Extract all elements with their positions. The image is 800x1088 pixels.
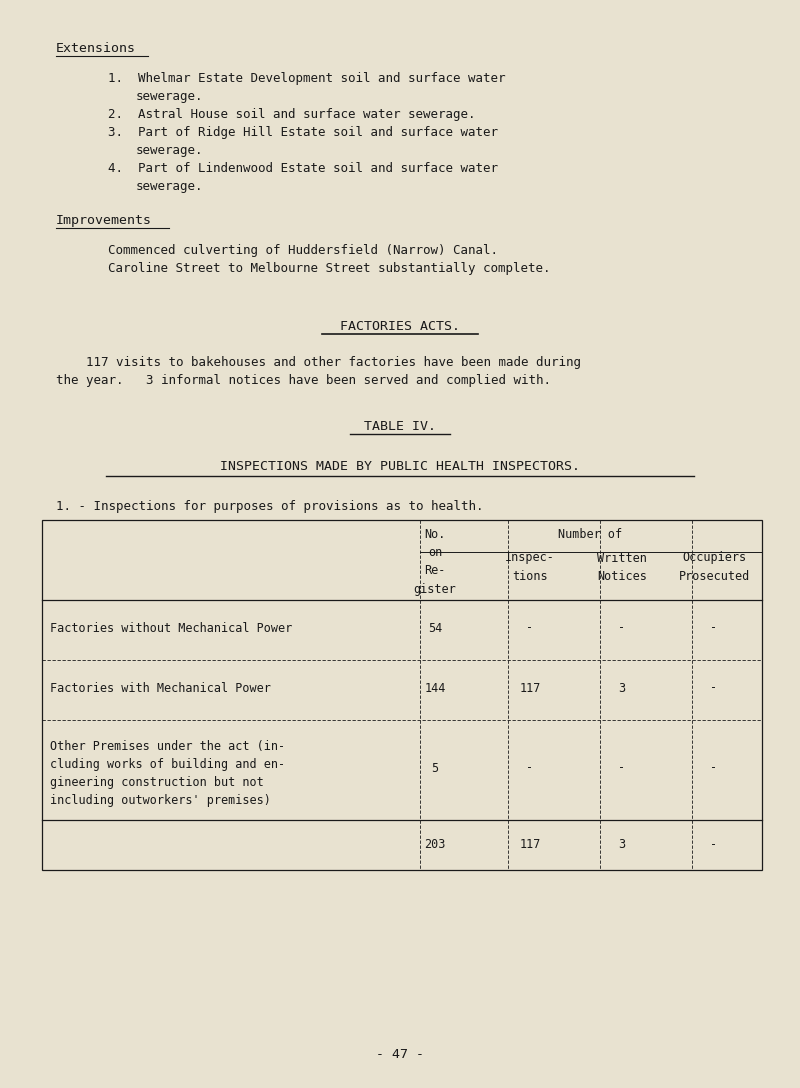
Text: Written: Written (597, 552, 647, 565)
Text: Commenced culverting of Huddersfield (Narrow) Canal.: Commenced culverting of Huddersfield (Na… (108, 244, 498, 257)
Text: Number of: Number of (558, 529, 622, 542)
Text: 4.  Part of Lindenwood Estate soil and surface water: 4. Part of Lindenwood Estate soil and su… (108, 162, 498, 175)
Text: 144: 144 (424, 681, 446, 694)
Text: including outworkers' premises): including outworkers' premises) (50, 794, 271, 807)
Text: -: - (710, 762, 718, 775)
Text: Extensions: Extensions (56, 42, 136, 55)
Text: sewerage.: sewerage. (136, 90, 203, 103)
Text: -: - (618, 762, 626, 775)
Text: Inspec-: Inspec- (505, 552, 555, 565)
Text: Improvements: Improvements (56, 214, 152, 227)
Text: FACTORIES ACTS.: FACTORIES ACTS. (340, 320, 460, 333)
Text: -: - (526, 621, 534, 634)
Text: No.: No. (424, 529, 446, 542)
Text: -: - (710, 621, 718, 634)
Text: 1.  Whelmar Estate Development soil and surface water: 1. Whelmar Estate Development soil and s… (108, 72, 506, 85)
Text: Prosecuted: Prosecuted (678, 569, 750, 582)
Text: gister: gister (414, 582, 456, 595)
Text: Factories with Mechanical Power: Factories with Mechanical Power (50, 681, 271, 694)
Text: Other Premises under the act (in-: Other Premises under the act (in- (50, 740, 285, 753)
Text: sewerage.: sewerage. (136, 144, 203, 157)
Text: 5: 5 (431, 762, 438, 775)
Text: 203: 203 (424, 839, 446, 852)
Text: 3.  Part of Ridge Hill Estate soil and surface water: 3. Part of Ridge Hill Estate soil and su… (108, 126, 498, 139)
Text: INSPECTIONS MADE BY PUBLIC HEALTH INSPECTORS.: INSPECTIONS MADE BY PUBLIC HEALTH INSPEC… (220, 460, 580, 473)
Text: 117: 117 (519, 839, 541, 852)
Text: -: - (710, 681, 718, 694)
Text: the year.   3 informal notices have been served and complied with.: the year. 3 informal notices have been s… (56, 374, 551, 387)
Text: tions: tions (512, 569, 548, 582)
Text: - 47 -: - 47 - (376, 1049, 424, 1062)
Text: Re-: Re- (424, 565, 446, 578)
Text: Factories without Mechanical Power: Factories without Mechanical Power (50, 621, 292, 634)
Text: -: - (710, 839, 718, 852)
Text: on: on (428, 546, 442, 559)
Text: Caroline Street to Melbourne Street substantially complete.: Caroline Street to Melbourne Street subs… (108, 262, 550, 275)
Text: Notices: Notices (597, 569, 647, 582)
Text: 3: 3 (618, 839, 626, 852)
Bar (42, 520, 762, 870)
Text: cluding works of building and en-: cluding works of building and en- (50, 758, 285, 771)
Text: 117: 117 (519, 681, 541, 694)
Text: 1. - Inspections for purposes of provisions as to health.: 1. - Inspections for purposes of provisi… (56, 500, 483, 514)
Text: 2.  Astral House soil and surface water sewerage.: 2. Astral House soil and surface water s… (108, 108, 475, 121)
Text: 117 visits to bakehouses and other factories have been made during: 117 visits to bakehouses and other facto… (56, 356, 581, 369)
Text: Occupiers: Occupiers (682, 552, 746, 565)
Text: 3: 3 (618, 681, 626, 694)
Text: 54: 54 (428, 621, 442, 634)
Text: gineering construction but not: gineering construction but not (50, 776, 264, 789)
Text: -: - (526, 762, 534, 775)
Text: sewerage.: sewerage. (136, 180, 203, 193)
Text: TABLE IV.: TABLE IV. (364, 420, 436, 433)
Text: -: - (618, 621, 626, 634)
